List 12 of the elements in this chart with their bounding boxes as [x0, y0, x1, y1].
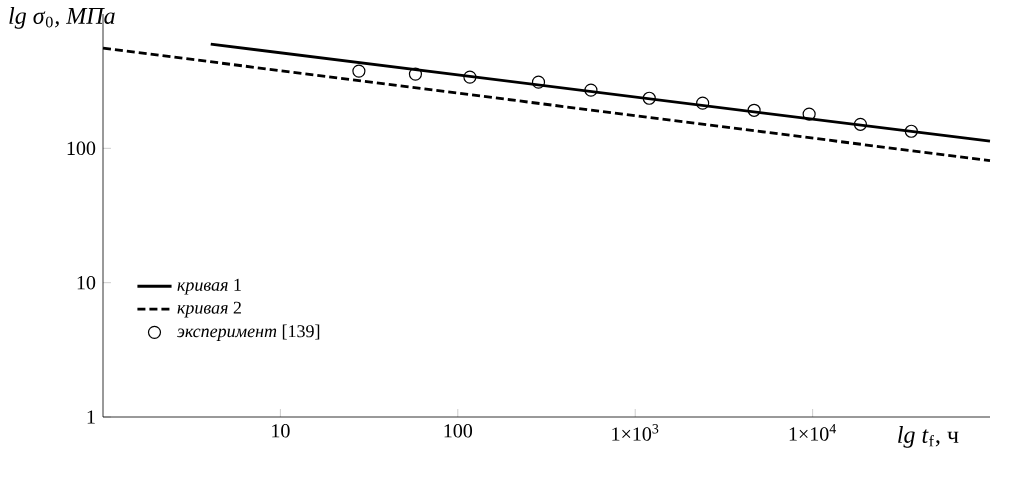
y-tick-label: 100 [67, 141, 96, 156]
legend-label: эксперимент [139] [176, 324, 320, 341]
y-tick-label: 10 [77, 275, 96, 290]
legend-label: кривая 2 [177, 301, 241, 318]
x-tick-label: 100 [444, 424, 473, 438]
x-tick-label: 10 [272, 424, 290, 438]
x-tick-label: 1×10$^{3}$ [612, 424, 659, 441]
y-tick-label: 1 [87, 410, 95, 424]
x-tick-label: 1×10$^{4}$ [789, 424, 837, 441]
x-axis-title: lg t$_{f}$, ч [898, 426, 959, 448]
legend-label: кривая 1 [177, 278, 241, 295]
y-axis-title: lg σ$_{0}$, МПа [9, 7, 115, 29]
